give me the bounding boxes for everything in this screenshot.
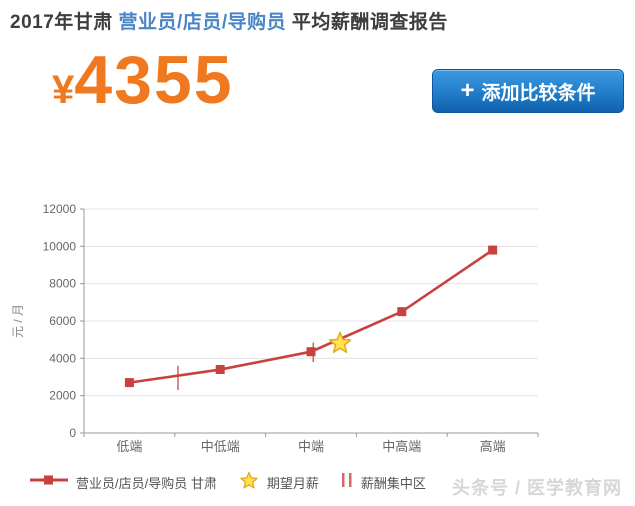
star-icon [239, 470, 259, 495]
y-axis-title: 元 / 月 [11, 304, 25, 338]
title-prefix: 2017年甘肃 [10, 12, 119, 33]
salary-line-chart: 0 2000 4000 6000 8000 10000 12000 低端 中低端 中端 中高端 高端 元… [11, 202, 539, 454]
legend-item-series: 营业员/店员/导购员 甘肃 [30, 473, 217, 492]
average-salary-value: ¥4355 [52, 46, 234, 114]
plus-icon: + [460, 77, 475, 104]
y-tick-label: 12000 [43, 202, 77, 216]
chart-legend: 营业员/店员/导购员 甘肃 期望月薪 薪酬集中区 [30, 470, 426, 495]
legend-range-label: 薪酬集中区 [360, 476, 426, 491]
legend-series-label: 营业员/店员/导购员 甘肃 [76, 476, 217, 491]
title-occupation: 营业员/店员/导购员 [118, 12, 287, 33]
range-bars-icon [341, 472, 353, 493]
y-tick-label: 2000 [49, 389, 76, 403]
watermark: 头条号 / 医学教育网 [451, 478, 622, 498]
page-title: 2017年甘肃 营业员/店员/导购员 平均薪酬调查报告 [10, 7, 448, 34]
x-category-label: 低端 [116, 439, 142, 454]
add-comparison-button[interactable]: + 添加比较条件 [432, 69, 624, 113]
legend-expected-label: 期望月薪 [266, 476, 319, 491]
y-tick-label: 6000 [49, 314, 76, 328]
x-category-label: 高端 [480, 439, 506, 454]
y-tick-label: 8000 [49, 277, 76, 291]
line-square-marker-icon [30, 473, 68, 492]
salary-number: 4355 [74, 42, 234, 118]
currency-symbol: ¥ [52, 68, 75, 112]
y-tick-label: 10000 [43, 239, 77, 253]
x-category-label: 中低端 [201, 439, 240, 454]
y-tick-label: 0 [69, 426, 76, 440]
legend-item-expected: 期望月薪 [239, 470, 319, 495]
add-comparison-label: 添加比较条件 [481, 82, 596, 104]
title-suffix: 平均薪酬调查报告 [286, 12, 448, 33]
x-category-label: 中高端 [382, 439, 421, 454]
x-category-label: 中端 [298, 439, 324, 454]
legend-item-range: 薪酬集中区 [341, 472, 426, 493]
y-tick-label: 4000 [49, 351, 76, 365]
